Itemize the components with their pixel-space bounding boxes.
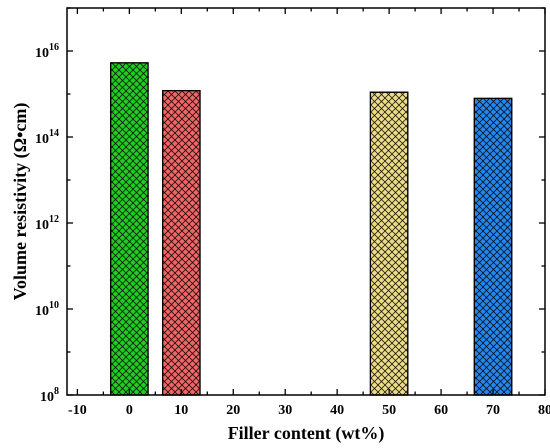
bar-hatch xyxy=(473,97,513,396)
y-axis-title: Volume resistivity (Ω•cm) xyxy=(10,103,31,301)
x-tick-label: 10 xyxy=(174,403,188,418)
y-tick-label: 1012 xyxy=(35,214,59,233)
x-tick-label: 70 xyxy=(486,403,500,418)
x-tick-label: -10 xyxy=(68,403,87,418)
y-tick-label: 1016 xyxy=(35,42,59,61)
axes: -10 0 10 20 30 40 50 60 70 80 108 1010 1012 1014 1016 xyxy=(35,7,550,418)
x-tick-label: 30 xyxy=(278,403,292,418)
bar-0 xyxy=(110,62,149,396)
bars xyxy=(110,62,513,396)
bar-70 xyxy=(473,97,513,396)
y-tick-label: 1010 xyxy=(35,300,59,319)
bar-hatch xyxy=(162,89,201,396)
bar-hatch xyxy=(110,62,149,396)
bar-50 xyxy=(369,91,409,396)
x-tick-label: 20 xyxy=(226,403,240,418)
x-tick-label: 40 xyxy=(330,403,344,418)
y-tick-label: 1014 xyxy=(35,128,59,147)
bar-10 xyxy=(162,89,201,396)
x-tick-label: 0 xyxy=(126,403,133,418)
plot-frame xyxy=(66,7,546,396)
x-tick-label: 60 xyxy=(434,403,448,418)
bar-hatch xyxy=(369,91,409,396)
x-axis-title: Filler content (wt%) xyxy=(228,423,385,444)
y-tick-label: 108 xyxy=(40,386,59,405)
x-tick-label: 80 xyxy=(538,403,550,418)
x-tick-label: 50 xyxy=(382,403,396,418)
